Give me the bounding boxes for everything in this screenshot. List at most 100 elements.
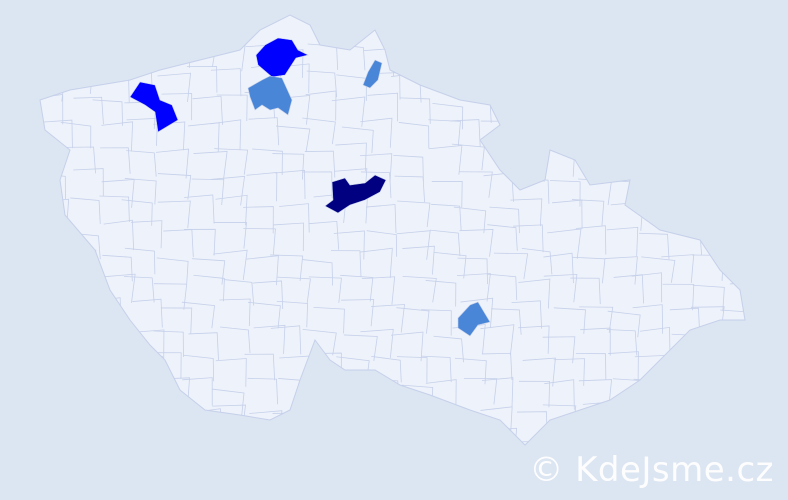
district-border bbox=[733, 151, 745, 181]
district-border bbox=[157, 72, 192, 103]
district-border bbox=[606, 412, 638, 440]
district-border bbox=[730, 227, 745, 254]
district-border bbox=[368, 378, 400, 406]
district-highlight[interactable] bbox=[457, 301, 491, 337]
district-border bbox=[243, 228, 276, 255]
district-border bbox=[340, 274, 374, 302]
district-border bbox=[570, 277, 601, 305]
district-border bbox=[330, 250, 362, 277]
district-border bbox=[216, 94, 248, 122]
district-border bbox=[132, 439, 165, 445]
district-border bbox=[575, 225, 607, 255]
district-border bbox=[40, 44, 68, 73]
district-border bbox=[102, 254, 133, 282]
district-border bbox=[662, 283, 695, 311]
district-border bbox=[191, 433, 223, 445]
district-border bbox=[191, 258, 226, 285]
district-border bbox=[756, 99, 787, 128]
district-border bbox=[454, 357, 487, 385]
district-border bbox=[40, 145, 65, 176]
district-border bbox=[124, 276, 155, 303]
district-border bbox=[276, 125, 311, 153]
district-border bbox=[756, 223, 786, 249]
district-border bbox=[400, 97, 431, 124]
district-border bbox=[518, 325, 550, 354]
district-border bbox=[547, 228, 582, 259]
district-border bbox=[700, 172, 734, 200]
district-border bbox=[759, 196, 788, 225]
district-border bbox=[450, 44, 484, 71]
district-border bbox=[72, 429, 103, 445]
district-border bbox=[700, 355, 733, 382]
district-border bbox=[99, 440, 130, 445]
district-border bbox=[279, 203, 310, 233]
district-border bbox=[692, 284, 725, 312]
district-border bbox=[669, 142, 701, 171]
district-border bbox=[513, 93, 545, 123]
district-border bbox=[759, 65, 788, 94]
district-border bbox=[223, 279, 255, 306]
district-border bbox=[459, 229, 494, 257]
district-border bbox=[693, 49, 725, 78]
district-border bbox=[519, 71, 554, 99]
district-border bbox=[433, 252, 467, 279]
watermark: © KdeJsme.cz bbox=[529, 450, 774, 490]
district-border bbox=[484, 427, 518, 445]
district-border bbox=[305, 90, 337, 121]
district-border bbox=[514, 151, 545, 183]
district-border bbox=[335, 142, 367, 172]
district-border bbox=[428, 145, 463, 175]
district-border bbox=[361, 276, 396, 305]
district-border bbox=[728, 44, 745, 72]
district-border bbox=[608, 351, 639, 380]
district-highlight[interactable] bbox=[324, 174, 387, 214]
district-border bbox=[613, 97, 644, 126]
district-border bbox=[431, 181, 463, 208]
district-border bbox=[453, 206, 487, 234]
district-border bbox=[43, 431, 75, 445]
district-border bbox=[756, 50, 788, 76]
district-border bbox=[160, 307, 193, 334]
district-border bbox=[302, 171, 333, 199]
district-border bbox=[184, 228, 216, 256]
district-border bbox=[270, 254, 304, 281]
district-border bbox=[101, 121, 134, 152]
district-border bbox=[543, 39, 577, 69]
district-border bbox=[480, 406, 513, 437]
district-highlight[interactable] bbox=[362, 59, 383, 89]
district-border bbox=[463, 377, 498, 405]
district-border bbox=[432, 102, 464, 130]
district-border bbox=[242, 440, 277, 445]
district-border bbox=[181, 301, 216, 329]
district-border bbox=[248, 301, 281, 329]
district-border bbox=[487, 224, 518, 251]
district-border bbox=[60, 121, 92, 149]
country-outline bbox=[39, 14, 746, 446]
district-border bbox=[211, 388, 245, 416]
district-border bbox=[421, 309, 452, 336]
district-border bbox=[637, 38, 669, 67]
district-border bbox=[41, 357, 73, 388]
district-border bbox=[638, 232, 670, 260]
district-border bbox=[210, 68, 242, 97]
district-border bbox=[606, 226, 639, 256]
district-highlight[interactable] bbox=[255, 37, 309, 78]
district-border bbox=[761, 126, 788, 152]
district-border bbox=[133, 329, 165, 359]
district-border bbox=[513, 224, 544, 253]
district-border bbox=[273, 222, 304, 251]
district-highlight[interactable] bbox=[247, 75, 293, 116]
district-border bbox=[671, 100, 704, 127]
district-border bbox=[612, 49, 646, 77]
district-border bbox=[302, 328, 337, 356]
district-border bbox=[457, 437, 488, 445]
district-border bbox=[343, 334, 378, 362]
district-border bbox=[252, 280, 284, 310]
district-border bbox=[491, 308, 522, 335]
district-border bbox=[607, 77, 640, 104]
district-highlight[interactable] bbox=[129, 81, 179, 133]
district-border bbox=[125, 381, 158, 411]
district-border bbox=[573, 98, 605, 126]
district-border bbox=[184, 194, 215, 224]
